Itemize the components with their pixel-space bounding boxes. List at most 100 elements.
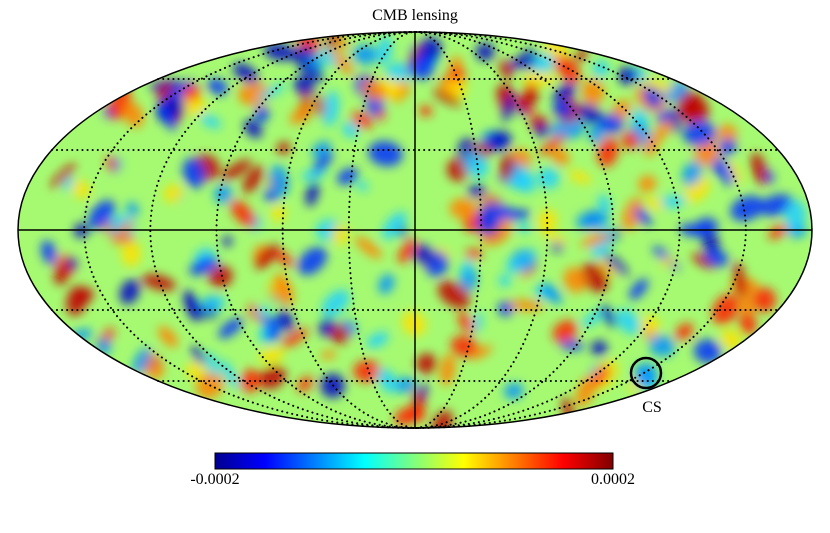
anomaly-blob bbox=[630, 109, 649, 126]
anomaly-blob bbox=[289, 102, 314, 125]
anomaly-blob bbox=[537, 209, 558, 234]
anomaly-blob bbox=[112, 220, 133, 246]
anomaly-blob bbox=[575, 375, 597, 408]
anomaly-blob bbox=[413, 244, 434, 265]
anomaly-blob bbox=[638, 175, 657, 193]
anomaly-blob bbox=[293, 76, 315, 95]
sky-outline bbox=[17, 31, 813, 429]
anomaly-blob bbox=[537, 167, 560, 189]
anomaly-blob bbox=[750, 152, 767, 185]
anomaly-blob bbox=[517, 88, 539, 112]
anomaly-blob bbox=[222, 235, 233, 247]
anomaly-blob bbox=[259, 365, 287, 390]
anomaly-blob bbox=[552, 99, 574, 118]
anomaly-blob bbox=[598, 114, 624, 134]
anomaly-blob bbox=[576, 210, 609, 231]
anomaly-blob bbox=[563, 267, 587, 293]
anomaly-blob bbox=[207, 78, 228, 96]
anomaly-blob bbox=[720, 329, 742, 350]
anomaly-blob bbox=[575, 49, 589, 61]
anomaly-blob bbox=[66, 256, 78, 270]
anomaly-blob bbox=[218, 317, 243, 339]
anomaly-blob bbox=[682, 161, 702, 186]
anomaly-blob bbox=[439, 353, 456, 386]
anomaly-blob bbox=[603, 252, 629, 276]
anomaly-blob bbox=[464, 151, 489, 179]
anomaly-blob bbox=[646, 196, 664, 211]
anomaly-blob bbox=[416, 353, 437, 374]
anomaly-blob bbox=[394, 406, 421, 426]
anomaly-blob bbox=[106, 155, 116, 171]
anomaly-blob bbox=[591, 340, 608, 357]
anomaly-blob bbox=[649, 334, 675, 357]
anomaly-blob bbox=[496, 85, 510, 98]
anomaly-blob bbox=[502, 93, 516, 122]
anomaly-blob bbox=[331, 224, 349, 246]
anomaly-blob bbox=[132, 347, 151, 375]
anomaly-blob bbox=[242, 165, 264, 194]
colorbar-min-label: -0.0002 bbox=[190, 471, 239, 488]
anomaly-blob bbox=[568, 170, 592, 184]
anomaly-blob bbox=[730, 195, 764, 222]
anomaly-blob bbox=[401, 311, 427, 336]
anomaly-blob bbox=[200, 295, 226, 311]
anomaly-blob bbox=[182, 157, 206, 189]
anomaly-blob bbox=[368, 140, 403, 167]
anomaly-blob bbox=[691, 253, 715, 269]
anomaly-blob bbox=[433, 90, 462, 107]
anomaly-blob bbox=[208, 265, 233, 288]
anomaly-blob bbox=[592, 60, 610, 78]
anomaly-blob bbox=[189, 257, 219, 276]
anomaly-blob bbox=[291, 46, 316, 63]
anomaly-blob bbox=[485, 130, 512, 151]
anomaly-blob bbox=[739, 292, 754, 318]
anomaly-blob bbox=[376, 110, 386, 121]
anomaly-blob bbox=[185, 361, 205, 380]
anomaly-blob bbox=[183, 85, 201, 102]
anomaly-blob bbox=[634, 208, 652, 226]
anomaly-blob bbox=[353, 360, 382, 383]
anomaly-blob bbox=[656, 109, 675, 123]
anomaly-blob bbox=[499, 60, 513, 80]
anomaly-blob bbox=[457, 312, 476, 334]
anomaly-blob bbox=[510, 57, 523, 70]
anomaly-blob bbox=[551, 241, 564, 252]
anomaly-blob bbox=[671, 110, 681, 134]
anomaly-blob bbox=[50, 163, 76, 188]
colorbar-max-label: 0.0002 bbox=[591, 471, 635, 488]
anomaly-blob bbox=[470, 345, 493, 360]
anomaly-blob bbox=[552, 83, 577, 102]
anomaly-blob bbox=[580, 262, 610, 292]
anomaly-blob bbox=[274, 272, 294, 307]
anomaly-blob bbox=[621, 131, 639, 150]
anomaly-blob bbox=[498, 301, 514, 317]
anomaly-blob bbox=[550, 117, 586, 141]
anomaly-blob bbox=[629, 278, 649, 300]
sky-map bbox=[18, 32, 812, 428]
anomaly-blob bbox=[643, 134, 660, 157]
anomaly-blob bbox=[377, 35, 393, 66]
anomaly-blob bbox=[397, 238, 417, 264]
anomaly-blob bbox=[784, 200, 807, 232]
anomaly-blob bbox=[269, 164, 289, 197]
anomaly-blob bbox=[460, 258, 473, 277]
anomaly-blob bbox=[633, 362, 658, 388]
anomaly-blob bbox=[464, 248, 483, 259]
anomaly-blob bbox=[683, 120, 716, 146]
anomaly-blob bbox=[544, 231, 568, 245]
anomaly-blob bbox=[419, 105, 433, 117]
anomaly-blob bbox=[259, 347, 284, 364]
anomaly-blob bbox=[121, 241, 142, 267]
anomaly-blob bbox=[157, 101, 176, 131]
anomaly-blob bbox=[677, 89, 700, 124]
anomaly-blob bbox=[693, 339, 722, 364]
anomaly-blob bbox=[158, 326, 178, 348]
anomaly-blob bbox=[437, 280, 471, 308]
anomaly-blob bbox=[550, 147, 570, 166]
anomaly-blob bbox=[381, 211, 407, 240]
anomaly-blob bbox=[419, 383, 428, 397]
map-title: CMB lensing bbox=[372, 7, 458, 24]
anomaly-blob bbox=[675, 322, 694, 341]
anomaly-blob bbox=[243, 119, 263, 139]
